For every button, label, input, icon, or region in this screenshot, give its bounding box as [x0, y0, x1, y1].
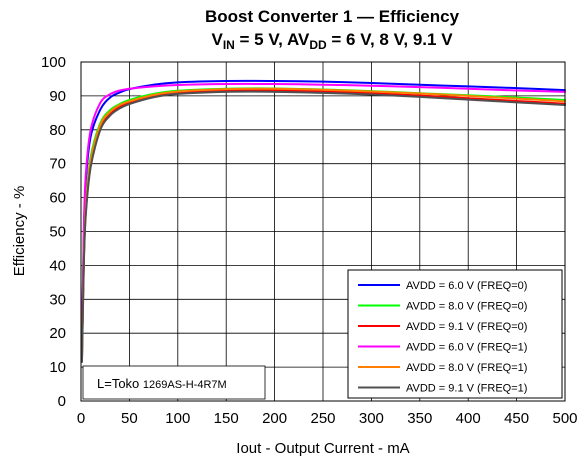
x-tick-label: 100 [165, 410, 190, 427]
y-tick-label: 20 [49, 325, 66, 342]
legend-label-1: AVDD = 6.0 V (FREQ=0) [406, 280, 527, 292]
subtitle-end: = 6 V, 8 V, 9.1 V [327, 30, 454, 49]
plot-frame [80, 61, 566, 402]
legend-label-5: AVDD = 8.0 V (FREQ=1) [406, 362, 527, 374]
legend-box [347, 269, 563, 399]
x-tick-label: 150 [214, 410, 239, 427]
x-tick-label: 500 [552, 410, 577, 427]
legend-label-2: AVDD = 8.0 V (FREQ=0) [406, 301, 527, 313]
y-tick-label: 90 [49, 88, 66, 105]
y-tick-label: 10 [49, 359, 66, 376]
annotation-prefix: L=Toko [97, 376, 143, 391]
x-axis-label: Iout - Output Current - mA [236, 440, 409, 457]
chart-subtitle: VIN = 5 V, AVDD = 6 V, 8 V, 9.1 V [211, 30, 453, 52]
tick-labels: 0 50 100 150 200 250 300 350 400 450 500 0 10 20 30 40 5… [41, 54, 578, 427]
x-tick-label: 250 [310, 410, 335, 427]
y-axis-label: Efficiency - % [11, 186, 28, 277]
y-tick-label: 70 [49, 156, 66, 173]
x-tick-label: 400 [456, 410, 481, 427]
subtitle-av-sub: DD [309, 38, 327, 52]
legend-label-3: AVDD = 9.1 V (FREQ=0) [406, 321, 527, 333]
legend-items: AVDD = 6.0 V (FREQ=0) AVDD = 8.0 V (FREQ=… [358, 280, 527, 395]
subtitle-v-sub: IN [223, 38, 235, 52]
y-tick-label: 100 [41, 54, 66, 71]
legend-label-4: AVDD = 6.0 V (FREQ=1) [406, 342, 527, 354]
y-tick-label: 30 [49, 291, 66, 308]
annotation-box [82, 365, 266, 400]
legend-label-6: AVDD = 9.1 V (FREQ=1) [406, 383, 527, 395]
x-tick-label: 450 [504, 410, 529, 427]
series-line-6 [80, 90, 566, 364]
series-line-4 [80, 82, 566, 352]
y-tick-label: 40 [49, 257, 66, 274]
subtitle-mid: = 5 V, AV [235, 30, 310, 49]
x-tick-label: 0 [77, 410, 85, 427]
y-tick-label: 50 [49, 224, 66, 241]
annotation-text: L=Toko 1269AS-H-4R7M [97, 376, 227, 391]
subtitle-v: V [211, 30, 223, 49]
x-tick-label: 300 [359, 410, 384, 427]
x-tick-label: 50 [121, 410, 138, 427]
legend: AVDD = 6.0 V (FREQ=0) AVDD = 8.0 V (FREQ=… [347, 269, 563, 399]
inductor-annotation: L=Toko 1269AS-H-4R7M [82, 365, 266, 400]
chart-title: Boost Converter 1 — Efficiency [205, 7, 460, 26]
annotation-part: 1269AS-H-4R7M [143, 379, 227, 391]
y-tick-label: 60 [49, 190, 66, 207]
x-tick-label: 350 [407, 410, 432, 427]
y-tick-label: 0 [58, 393, 66, 410]
x-tick-label: 200 [262, 410, 287, 427]
series-lines [80, 79, 566, 364]
y-tick-label: 80 [49, 122, 66, 139]
